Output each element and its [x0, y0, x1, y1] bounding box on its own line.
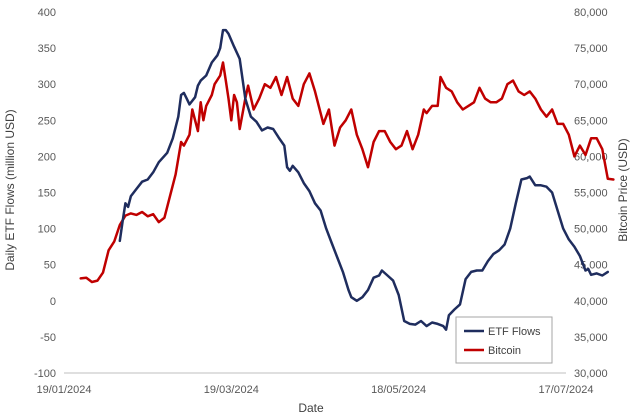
right-axis-tick-labels: 30,000 35,000 40,000 45,000 50,000 55,000 60,0… [574, 7, 608, 380]
left-axis-tick-label: 150 [38, 188, 56, 200]
left-axis-tick-label: 400 [38, 7, 56, 19]
left-axis-tick-labels: -100 -50 0 50 100 150 200 250 300 350 400 [34, 7, 56, 380]
legend-btc-label: Bitcoin [488, 345, 521, 357]
left-axis-tick-label: 200 [38, 151, 56, 163]
x-axis-title: Date [298, 401, 324, 415]
left-axis-tick-label: -50 [40, 332, 56, 344]
legend-box [455, 316, 553, 364]
right-axis-tick-label: 40,000 [574, 296, 608, 308]
right-axis-tick-label: 60,000 [574, 151, 608, 163]
legend: ETF Flows Bitcoin [455, 316, 553, 364]
x-axis-tick-label: 18/05/2024 [371, 384, 426, 396]
left-axis-tick-label: -100 [34, 368, 56, 380]
right-axis-tick-label: 45,000 [574, 260, 608, 272]
right-axis-tick-label: 80,000 [574, 7, 608, 19]
right-axis-tick-label: 35,000 [574, 332, 608, 344]
left-axis-tick-label: 250 [38, 115, 56, 127]
x-axis-tick-label: 19/01/2024 [36, 384, 91, 396]
legend-etf-label: ETF Flows [488, 326, 541, 338]
bitcoin-price-line [79, 61, 615, 284]
left-axis-tick-label: 300 [38, 79, 56, 91]
x-axis-tick-label: 19/03/2024 [204, 384, 259, 396]
series-layer [79, 28, 615, 331]
right-axis-tick-label: 55,000 [574, 188, 608, 200]
etf-flows-line [118, 28, 610, 331]
left-axis-tick-label: 100 [38, 224, 56, 236]
left-axis-title: Daily ETF Flows (million USD) [3, 109, 17, 270]
right-axis-tick-label: 70,000 [574, 79, 608, 91]
x-axis-tick-labels: 19/01/2024 19/03/2024 18/05/2024 17/07/2024 [36, 384, 593, 396]
left-axis-tick-label: 50 [44, 260, 56, 272]
right-axis-title: Bitcoin Price (USD) [616, 138, 630, 241]
right-axis-tick-label: 30,000 [574, 368, 608, 380]
right-axis-tick-label: 50,000 [574, 224, 608, 236]
right-axis-tick-label: 75,000 [574, 43, 608, 55]
x-axis-tick-label: 17/07/2024 [538, 384, 593, 396]
left-axis-tick-label: 350 [38, 43, 56, 55]
right-axis-tick-label: 65,000 [574, 115, 608, 127]
left-axis-tick-label: 0 [50, 296, 56, 308]
